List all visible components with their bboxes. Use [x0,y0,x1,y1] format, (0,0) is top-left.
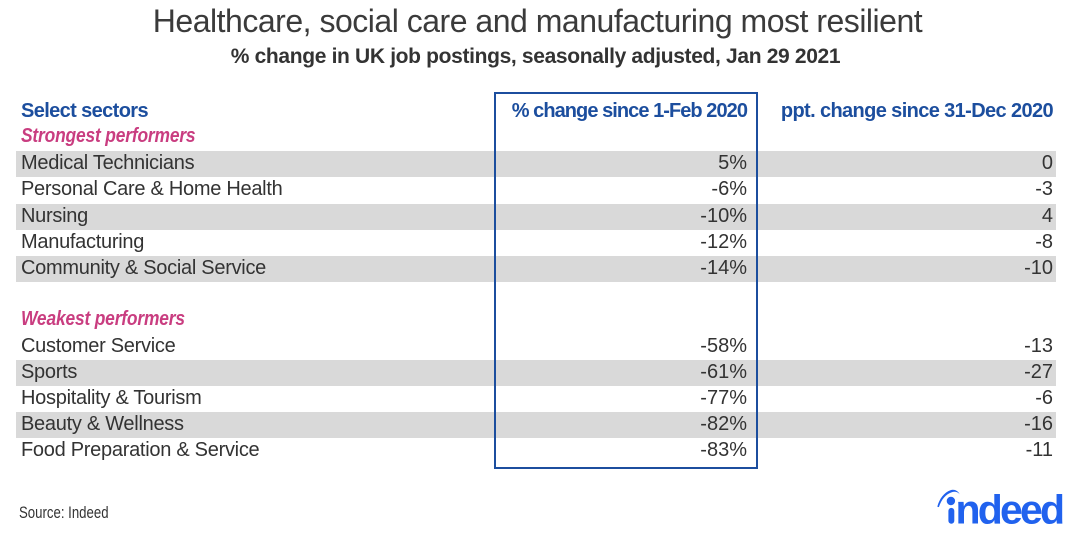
svg-text:ndeed: ndeed [956,487,1063,533]
